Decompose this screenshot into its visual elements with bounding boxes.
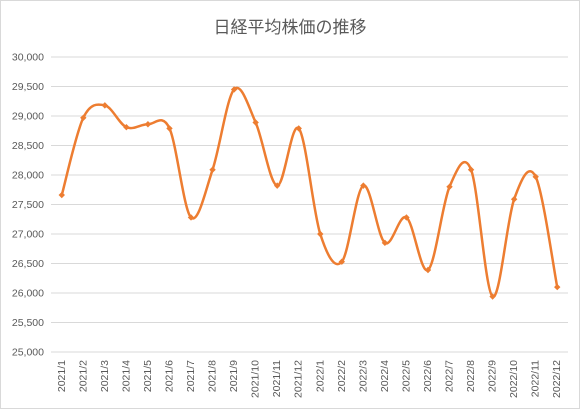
x-tick-label: 2021/12: [293, 360, 305, 398]
data-point: [80, 114, 87, 121]
x-tick-label: 2021/10: [250, 360, 262, 398]
y-tick-label: 26,000: [12, 288, 44, 300]
x-tick-label: 2022/1: [314, 360, 326, 392]
x-tick-label: 2022/6: [422, 360, 434, 392]
y-tick-label: 27,000: [12, 229, 44, 241]
data-point: [467, 166, 475, 173]
x-tick-label: 2021/9: [228, 360, 240, 392]
x-tick-label: 2022/11: [530, 360, 542, 397]
x-tick-label: 2022/10: [508, 360, 520, 398]
data-point: [381, 239, 389, 247]
x-tick-label: 2021/1: [56, 360, 68, 392]
y-tick-label: 30,000: [12, 52, 44, 64]
y-tick-label: 26,500: [12, 258, 44, 270]
y-tick-label: 29,000: [12, 111, 44, 123]
x-tick-label: 2021/5: [142, 360, 154, 392]
data-point: [295, 125, 302, 132]
x-tick-label: 2021/2: [77, 360, 89, 392]
data-point: [554, 283, 561, 291]
data-point: [338, 258, 346, 265]
data-point: [446, 183, 453, 190]
data-point: [424, 266, 432, 274]
data-point: [403, 214, 410, 221]
data-point: [360, 182, 367, 189]
x-tick-label: 2021/7: [185, 360, 197, 392]
data-point: [489, 293, 496, 300]
data-point: [209, 166, 216, 173]
data-point: [317, 230, 324, 238]
data-point: [187, 214, 195, 221]
series-line: [60, 86, 559, 298]
data-point: [58, 191, 65, 199]
y-tick-label: 28,500: [12, 140, 44, 152]
data-point: [144, 121, 152, 128]
data-point: [123, 124, 130, 131]
y-tick-label: 25,500: [12, 317, 44, 329]
x-tick-label: 2021/6: [163, 360, 175, 392]
y-tick-label: 29,500: [12, 81, 44, 93]
x-tick-label: 2022/2: [336, 360, 348, 392]
x-tick-label: 2022/12: [551, 360, 563, 398]
data-point: [230, 86, 238, 93]
y-tick-label: 25,000: [12, 347, 44, 359]
x-tick-label: 2022/5: [400, 360, 412, 392]
x-tick-label: 2021/8: [207, 360, 219, 392]
y-tick-label: 28,000: [12, 170, 44, 182]
x-tick-label: 2022/9: [487, 360, 499, 392]
data-point: [273, 182, 281, 189]
x-tick-label: 2022/7: [444, 360, 456, 392]
x-tick-label: 2021/11: [271, 360, 283, 397]
x-tick-label: 2022/4: [379, 360, 391, 392]
x-tick-label: 2022/8: [465, 360, 477, 392]
data-point: [510, 195, 518, 203]
x-tick-label: 2022/3: [357, 360, 369, 392]
chart-title: 日経平均株価の推移: [213, 18, 367, 38]
x-tick-label: 2021/4: [120, 360, 132, 392]
data-point: [252, 119, 259, 126]
x-tick-label: 2021/3: [99, 360, 111, 392]
y-tick-label: 27,500: [12, 199, 44, 211]
data-point: [101, 102, 109, 109]
data-point: [532, 173, 539, 180]
data-point: [166, 125, 173, 132]
